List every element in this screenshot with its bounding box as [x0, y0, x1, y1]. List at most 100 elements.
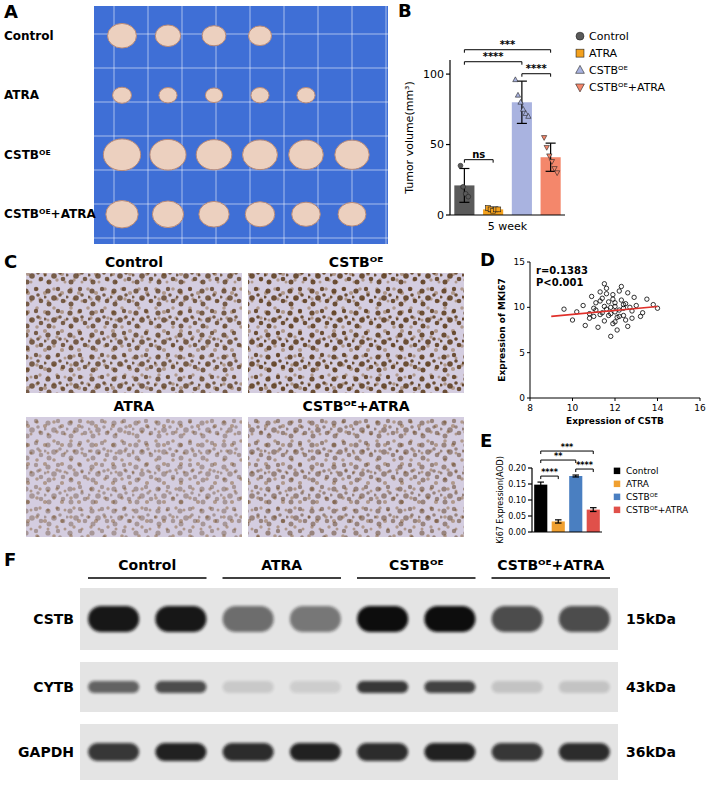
legend-label: CSTBᴼᴱ+ATRA	[626, 505, 689, 515]
data-point	[602, 282, 606, 286]
y-tick-label: 0.00	[508, 528, 526, 537]
y-tick-label: 5	[519, 348, 525, 358]
blot-band	[223, 743, 274, 761]
blot-band	[155, 681, 206, 693]
photo-grid	[284, 6, 285, 244]
x-tick	[615, 398, 616, 401]
tumor	[106, 201, 138, 228]
y-tick	[446, 144, 450, 145]
y-tick	[528, 467, 532, 468]
blot-band	[357, 681, 408, 693]
error-cap	[555, 519, 562, 520]
x-tick	[700, 398, 701, 401]
blot-band	[290, 606, 341, 632]
legend-marker	[614, 494, 620, 500]
y-tick	[527, 398, 530, 399]
plot-area	[534, 475, 600, 532]
data-point	[613, 320, 617, 324]
plot-area	[454, 77, 560, 215]
error-cap	[459, 202, 469, 203]
ihc-texture	[248, 417, 464, 537]
ihc-texture	[248, 273, 464, 393]
protein-label: CSTB	[33, 611, 74, 627]
data-point	[549, 160, 554, 165]
data-point	[587, 316, 591, 320]
data-point	[623, 318, 627, 322]
data-point	[596, 325, 600, 329]
significance-label: **	[554, 452, 563, 461]
data-point	[602, 304, 606, 308]
blot-band	[424, 681, 475, 693]
trend-line	[551, 306, 657, 316]
y-tick	[528, 483, 532, 484]
tumor	[338, 202, 366, 226]
y-tick	[528, 499, 532, 500]
y-axis-title: Expression of MKI67	[497, 278, 507, 382]
y-tick-label: 10	[514, 302, 526, 312]
ihc-texture	[26, 417, 242, 537]
y-tick-label: 100	[423, 68, 444, 81]
group-underline	[88, 577, 207, 579]
data-point	[606, 300, 610, 304]
legend-marker	[576, 65, 585, 73]
x-tick-label: 16	[694, 403, 706, 413]
blot-band	[223, 681, 274, 693]
blot-band	[223, 606, 274, 632]
data-point	[581, 303, 585, 307]
panel-letter: A	[4, 1, 18, 22]
tumor	[243, 140, 278, 170]
group-underline	[223, 577, 342, 579]
y-tick-label: 0.05	[508, 512, 526, 521]
group-label: CSTBᴼᴱ	[4, 148, 51, 162]
legend-marker	[614, 481, 620, 487]
legend-label: ATRA	[589, 47, 618, 60]
significance-label: ***	[561, 443, 574, 452]
blot-band	[88, 681, 139, 693]
x-tick-label: 8	[527, 403, 533, 413]
y-axis-title: Ki67 Expression(AOD)	[496, 456, 505, 544]
blot-band	[88, 743, 139, 761]
photo-grid	[94, 238, 388, 239]
y-tick	[527, 352, 530, 353]
tumor	[159, 88, 177, 103]
blot-band	[357, 606, 408, 632]
photo-grid	[94, 102, 388, 103]
tumor	[289, 140, 324, 169]
data-point	[589, 294, 593, 298]
data-point	[521, 106, 526, 111]
panel-letter: B	[398, 0, 412, 21]
photo-grid	[386, 6, 387, 244]
y-tick	[528, 531, 532, 532]
data-point	[541, 136, 546, 141]
blot-band	[492, 681, 543, 693]
error-cap	[517, 81, 527, 82]
size-label: 43kDa	[626, 679, 676, 695]
figure: AControlATRACSTBᴼᴱCSTBᴼᴱ+ATRAB0501005 we…	[0, 0, 709, 792]
tumor	[251, 88, 269, 103]
data-point	[562, 307, 566, 311]
tumor	[248, 26, 271, 46]
y-tick	[527, 307, 530, 308]
data-point	[602, 319, 606, 323]
data-point	[458, 163, 463, 168]
data-point	[594, 301, 598, 305]
data-point	[630, 316, 634, 320]
y-tick	[527, 262, 530, 263]
legend-label: CSTBᴼᴱ	[589, 64, 628, 77]
error-cap	[555, 522, 562, 523]
photo-grid	[94, 34, 388, 35]
blot-membrane	[80, 588, 618, 650]
size-label: 15kDa	[626, 611, 676, 627]
error-bar	[590, 508, 597, 512]
blot-membrane	[80, 662, 618, 712]
photo-grid	[148, 6, 149, 244]
ihc-image	[26, 273, 242, 393]
photo-background	[94, 6, 388, 244]
tumor	[103, 139, 140, 171]
ihc-image	[248, 417, 464, 537]
data-point	[634, 303, 638, 307]
data-point	[626, 324, 630, 328]
ihc-texture	[248, 273, 464, 393]
x-axis	[450, 214, 565, 215]
significance-label: ***	[500, 39, 516, 50]
